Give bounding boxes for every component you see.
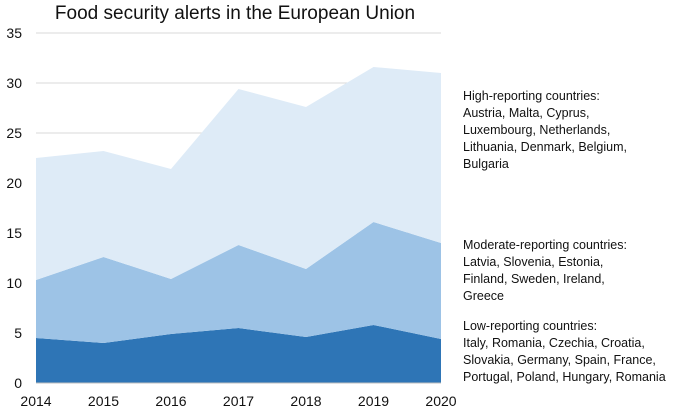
legend-line: Portugal, Poland, Hungary, Romania bbox=[463, 370, 666, 384]
chart-title: Food security alerts in the European Uni… bbox=[54, 3, 416, 24]
y-tick-label: 20 bbox=[6, 175, 22, 191]
legend-line: Slovakia, Germany, Spain, France, bbox=[463, 353, 656, 367]
area-series-3 bbox=[36, 67, 441, 280]
legend-line: Latvia, Slovenia, Estonia, bbox=[463, 255, 604, 269]
legend-line: Austria, Malta, Cyprus, bbox=[463, 106, 590, 120]
legend-line: Finland, Sweden, Ireland, bbox=[463, 272, 605, 286]
x-tick-label: 2020 bbox=[425, 393, 456, 409]
legend-heading: Low-reporting countries: bbox=[463, 319, 598, 333]
y-tick-label: 15 bbox=[6, 225, 22, 241]
legend-heading: Moderate-reporting countries: bbox=[463, 238, 627, 252]
x-tick-label: 2016 bbox=[155, 393, 186, 409]
legend-moderate-reporting: Moderate-reporting countries: Latvia, Sl… bbox=[463, 237, 685, 305]
y-tick-label: 35 bbox=[6, 25, 22, 41]
legend-line: Bulgaria bbox=[463, 157, 509, 171]
y-tick-label: 30 bbox=[6, 75, 22, 91]
legend-line: Italy, Romania, Czechia, Croatia, bbox=[463, 336, 645, 350]
legend-line: Luxembourg, Netherlands, bbox=[463, 123, 611, 137]
x-tick-label: 2014 bbox=[20, 393, 51, 409]
legend-high-reporting: High-reporting countries: Austria, Malta… bbox=[463, 88, 685, 173]
legend-low-reporting: Low-reporting countries: Italy, Romania,… bbox=[463, 318, 685, 386]
legend-line: Greece bbox=[463, 289, 504, 303]
x-tick-label: 2019 bbox=[358, 393, 389, 409]
y-tick-label: 10 bbox=[6, 275, 22, 291]
x-tick-label: 2017 bbox=[223, 393, 254, 409]
legend-heading: High-reporting countries: bbox=[463, 89, 600, 103]
y-tick-label: 5 bbox=[14, 325, 22, 341]
x-tick-label: 2018 bbox=[290, 393, 321, 409]
x-tick-label: 2015 bbox=[88, 393, 119, 409]
area-series-2 bbox=[36, 222, 441, 343]
area-series-1 bbox=[36, 325, 441, 383]
y-tick-label: 0 bbox=[14, 375, 22, 391]
y-tick-label: 25 bbox=[6, 125, 22, 141]
legend-line: Lithuania, Denmark, Belgium, bbox=[463, 140, 627, 154]
